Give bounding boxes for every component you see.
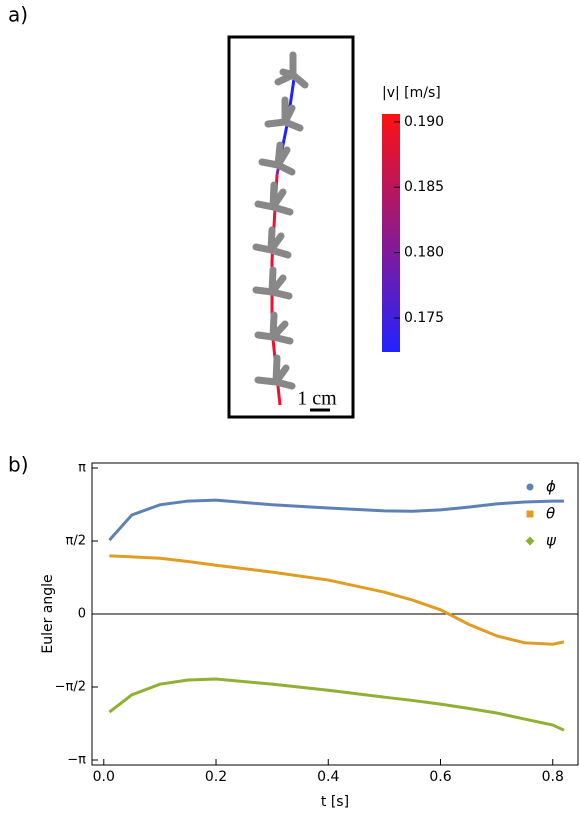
- x-axis-label: t [s]: [321, 794, 349, 810]
- trajectory-image: [229, 37, 353, 417]
- figure: a) b) 1 cm |v| [m/s] t [s] Euler angle 0…: [0, 0, 580, 818]
- y-tick-label: −π/2: [55, 680, 86, 695]
- x-tick-label: 0.4: [317, 769, 339, 785]
- y-tick-label: π: [78, 461, 86, 476]
- y-tick-label: −π: [67, 753, 86, 768]
- x-tick-label: 0.6: [429, 769, 451, 785]
- colorbar-tick-label: 0.185: [404, 179, 444, 195]
- colorbar-tick-label: 0.180: [404, 245, 444, 261]
- panel-label: b): [8, 453, 29, 477]
- legend-marker: [526, 537, 535, 546]
- legend-marker: [527, 511, 534, 518]
- legend-label: ϕ: [546, 478, 556, 496]
- y-tick-label: 0: [78, 607, 86, 622]
- x-tick-label: 0.2: [205, 769, 227, 785]
- colorbar-tick-label: 0.175: [404, 310, 444, 326]
- colorbar-title: |v| [m/s]: [382, 85, 441, 101]
- y-axis-label: Euler angle: [40, 574, 56, 653]
- colorbar: [382, 114, 400, 352]
- legend-marker: [527, 484, 534, 491]
- series-line: [109, 556, 564, 644]
- legend-label: θ: [546, 505, 555, 523]
- panel-label: a): [8, 3, 28, 27]
- legend-label: ψ: [546, 532, 557, 550]
- colorbar-tick-label: 0.190: [404, 114, 444, 130]
- x-tick-label: 0.0: [93, 769, 115, 785]
- series-line: [109, 500, 564, 540]
- y-tick-label: π/2: [66, 534, 86, 549]
- series-line: [109, 679, 564, 730]
- scale-bar-label: 1 cm: [297, 388, 337, 410]
- x-tick-label: 0.8: [542, 769, 564, 785]
